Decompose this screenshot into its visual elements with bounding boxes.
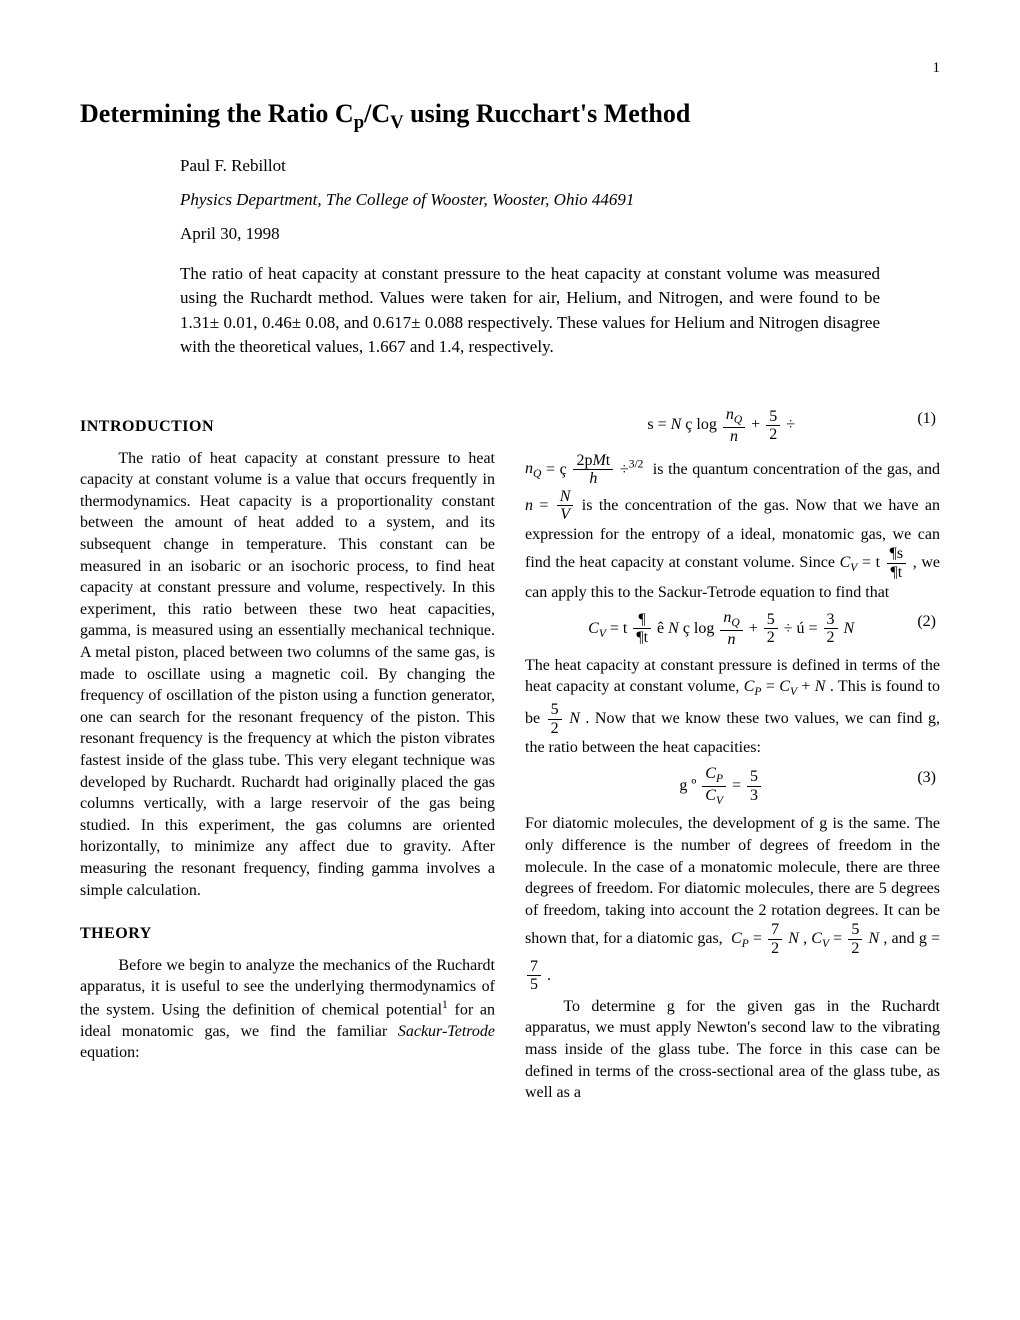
equation-2: CV = t ¶¶t ê N ç log nQn + 52 ÷ ú = 32 N…: [525, 609, 940, 648]
theory-paragraph-5: To determine g for the given gas in the …: [525, 996, 940, 1104]
introduction-paragraph: The ratio of heat capacity at constant p…: [80, 448, 495, 901]
abstract: The ratio of heat capacity at constant p…: [180, 262, 880, 361]
paper-title: Determining the Ratio Cp/CV using Ruccha…: [80, 97, 940, 136]
section-heading-theory: THEORY: [80, 923, 495, 945]
column-left: INTRODUCTION The ratio of heat capacity …: [80, 400, 495, 1106]
theory-paragraph-3: The heat capacity at constant pressure i…: [525, 655, 940, 759]
section-heading-introduction: INTRODUCTION: [80, 416, 495, 438]
equation-3-number: (3): [917, 765, 940, 791]
theory-paragraph-4: For diatomic molecules, the development …: [525, 813, 940, 993]
paper-date: April 30, 1998: [180, 224, 880, 244]
author: Paul F. Rebillot: [180, 156, 880, 176]
equation-1-number: (1): [917, 406, 940, 432]
column-right: s = N ç log nQn + 52 ÷ (1) nQ = ç 2pMth …: [525, 400, 940, 1106]
page-number: 1: [80, 60, 940, 77]
equation-1: s = N ç log nQn + 52 ÷ (1): [525, 406, 940, 445]
front-matter: Paul F. Rebillot Physics Department, The…: [180, 156, 880, 361]
equation-3-body: g º CPCV = 53: [679, 777, 763, 794]
body-columns: INTRODUCTION The ratio of heat capacity …: [80, 400, 940, 1106]
equation-2-number: (2): [917, 609, 940, 635]
theory-paragraph-1: Before we begin to analyze the mechanics…: [80, 955, 495, 1064]
affiliation: Physics Department, The College of Woost…: [180, 190, 880, 210]
equation-3: g º CPCV = 53 (3): [525, 765, 940, 808]
theory-paragraph-2: nQ = ç 2pMth ÷3/2 is the quantum concent…: [525, 452, 940, 604]
equation-1-body: s = N ç log nQn + 52 ÷: [647, 416, 795, 433]
equation-2-body: CV = t ¶¶t ê N ç log nQn + 52 ÷ ú = 32 N: [588, 620, 854, 637]
